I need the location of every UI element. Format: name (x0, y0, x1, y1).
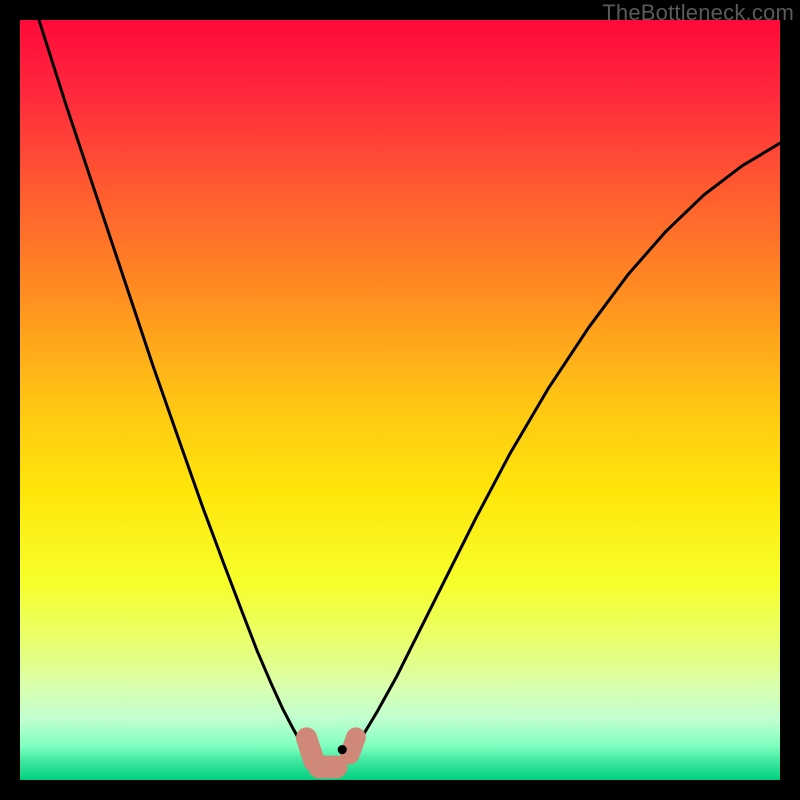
plot-curves (20, 20, 780, 780)
curve-left-arm (39, 20, 311, 756)
overlay-dot-3 (338, 745, 347, 754)
plot-area (20, 20, 780, 780)
curve-right-arm (348, 143, 780, 756)
